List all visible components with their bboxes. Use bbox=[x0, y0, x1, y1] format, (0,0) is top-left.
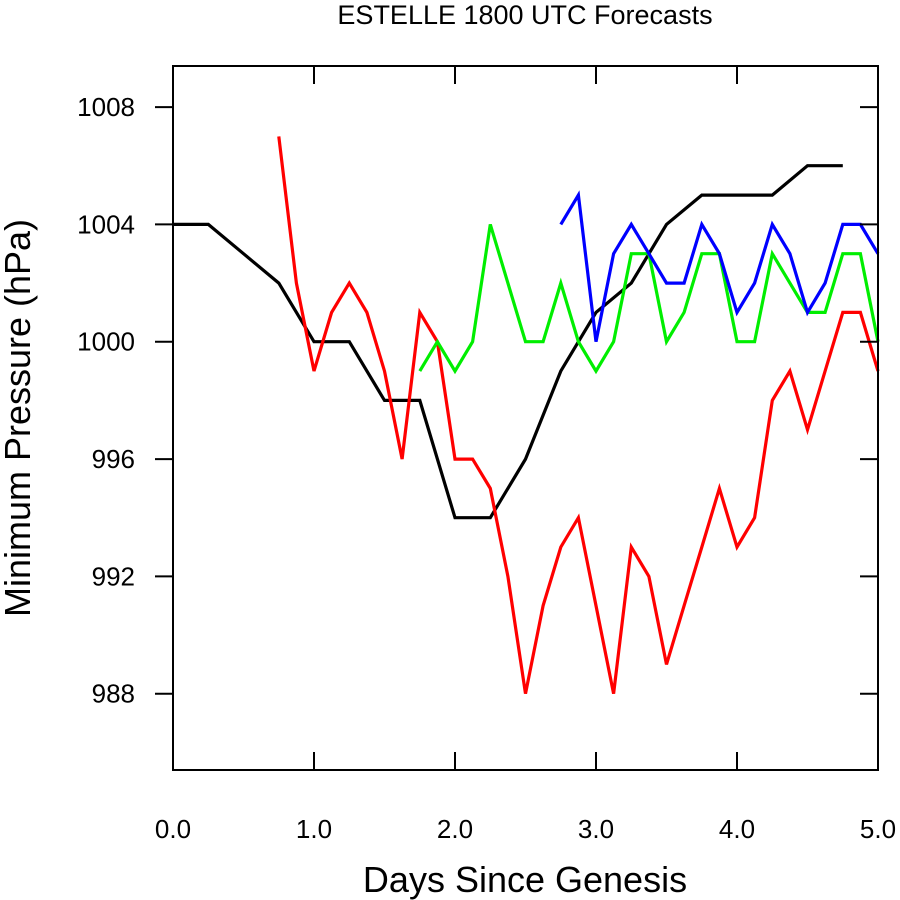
x-tick-label: 5.0 bbox=[860, 814, 896, 844]
series-line-3 bbox=[418, 223, 880, 375]
chart-title: ESTELLE 1800 UTC Forecasts bbox=[337, 0, 712, 30]
x-tick-label: 1.0 bbox=[296, 814, 332, 844]
series-line-1 bbox=[173, 164, 843, 520]
series-layer bbox=[173, 136, 880, 695]
plot-frame bbox=[172, 65, 879, 771]
x-tick-label: 4.0 bbox=[719, 814, 755, 844]
y-tick-label: 988 bbox=[92, 679, 135, 709]
y-axis-label: Minimum Pressure (hPa) bbox=[0, 219, 38, 617]
y-tick-label: 992 bbox=[92, 561, 135, 591]
series-line-4 bbox=[559, 190, 880, 343]
y-tick-label: 1008 bbox=[77, 92, 135, 122]
y-tick-label: 1004 bbox=[77, 209, 135, 239]
series-line-2 bbox=[277, 136, 880, 695]
x-tick-label: 0.0 bbox=[155, 814, 191, 844]
y-tick-label: 1000 bbox=[77, 327, 135, 357]
tick-layer: 0.0 1.0 2.0 3.0 4.0 5.0 988 992 996 1000 1004 1008 bbox=[77, 66, 896, 844]
x-tick-label: 2.0 bbox=[437, 814, 473, 844]
x-axis-label: Days Since Genesis bbox=[363, 859, 687, 900]
x-tick-label: 3.0 bbox=[578, 814, 614, 844]
y-tick-label: 996 bbox=[92, 444, 135, 474]
